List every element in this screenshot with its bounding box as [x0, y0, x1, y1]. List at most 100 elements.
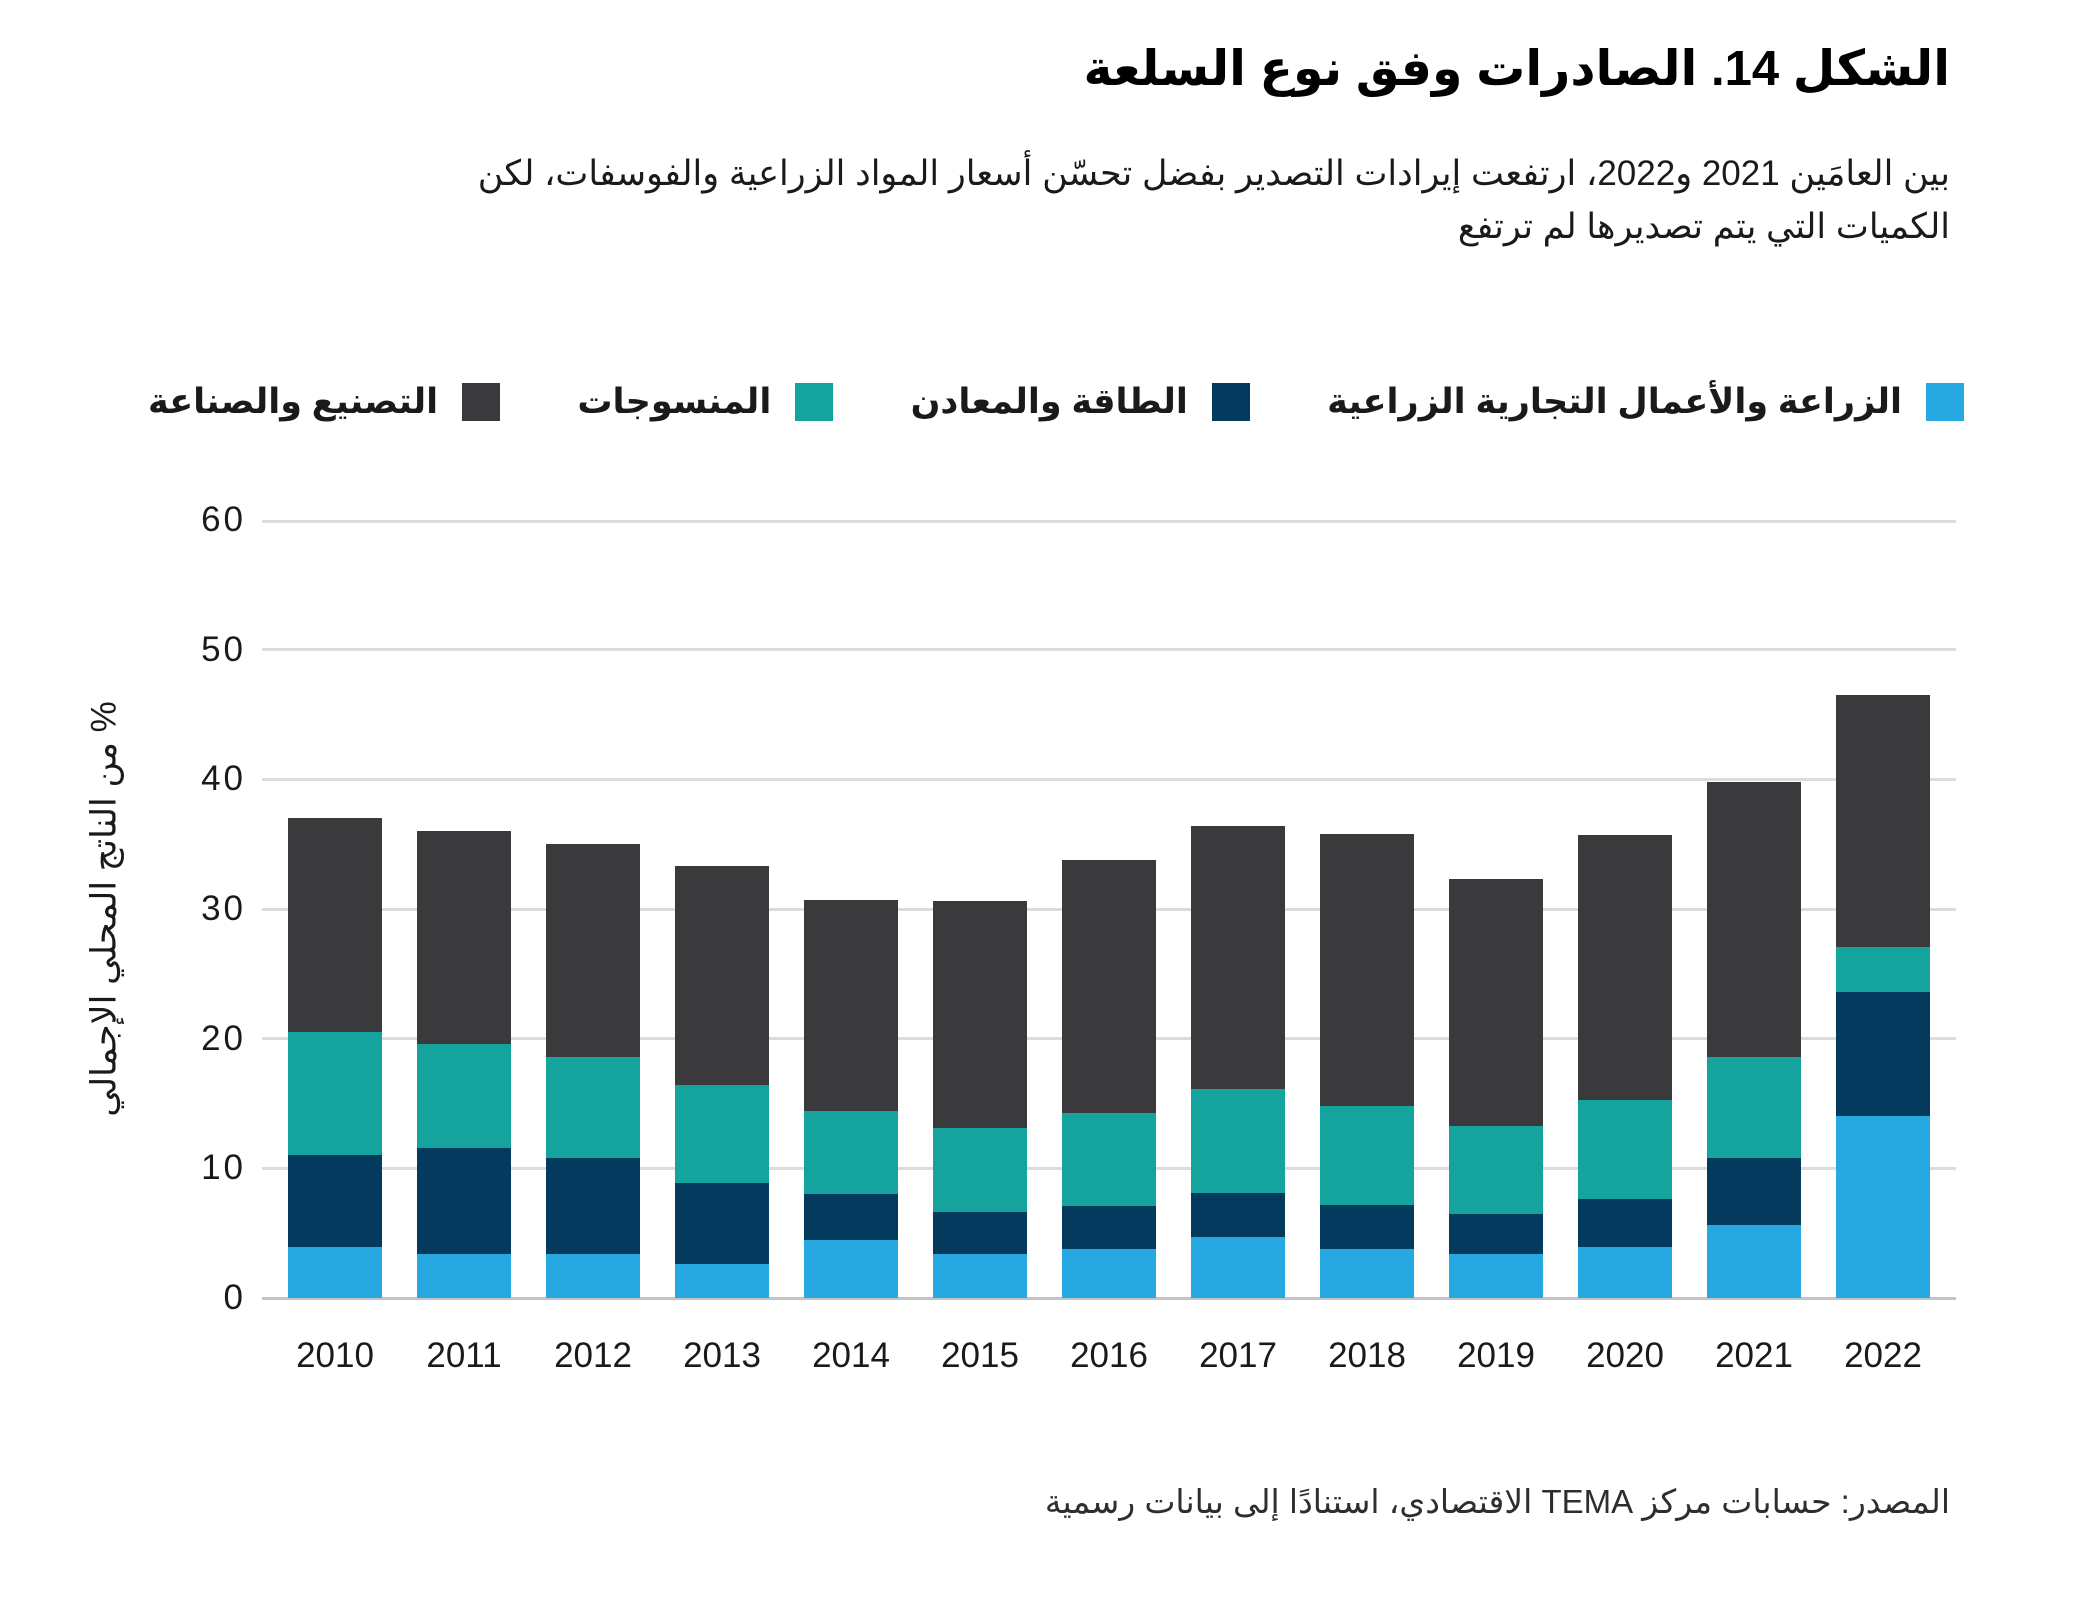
segment-2011-agriculture [417, 1253, 511, 1298]
plot-area [262, 520, 1956, 1300]
y-tick-0: 0 [223, 1278, 246, 1317]
segment-2015-textiles [933, 1128, 1027, 1213]
x-label-2013: 2013 [683, 1336, 761, 1375]
segment-2012-manufacturing [546, 844, 640, 1057]
segment-2019-manufacturing [1449, 879, 1543, 1126]
x-label-2016: 2016 [1070, 1336, 1148, 1375]
segment-2018-agriculture [1320, 1248, 1414, 1298]
segment-2013-manufacturing [675, 866, 769, 1086]
segment-2013-agriculture [675, 1264, 769, 1298]
segment-2020-manufacturing [1578, 835, 1672, 1100]
figure-title: الشكل 14. الصادرات وفق نوع السلعة [1083, 42, 1951, 96]
bar-2012 [546, 844, 640, 1298]
segment-2015-energy [933, 1212, 1027, 1254]
segment-2022-agriculture [1836, 1116, 1930, 1298]
y-axis-ticks: 0 10 20 30 40 50 60 [0, 500, 246, 1317]
segment-2022-textiles [1836, 946, 1930, 992]
segment-2012-agriculture [546, 1253, 640, 1298]
segment-2020-textiles [1578, 1099, 1672, 1200]
bar-2010 [288, 818, 382, 1298]
segment-2014-textiles [804, 1111, 898, 1195]
x-label-2018: 2018 [1328, 1336, 1406, 1375]
legend-label-agriculture: الزراعة والأعمال التجارية الزراعية [1327, 382, 1902, 421]
subtitle-line-2: الكميات التي يتم تصديرها لم ترتفع [1457, 206, 1950, 246]
gridline-40 [262, 777, 1956, 781]
legend-label-textiles: المنسوجات [577, 382, 772, 421]
segment-2019-agriculture [1449, 1253, 1543, 1298]
x-axis-labels: 2010 2011 2012 2013 2014 2015 2016 2017 2018 2019… [262, 1336, 1956, 1376]
bars-container [262, 520, 1956, 1298]
segment-2010-agriculture [288, 1247, 382, 1298]
y-tick-30: 30 [201, 889, 246, 928]
x-label-2012: 2012 [554, 1336, 632, 1375]
segment-2021-textiles [1707, 1056, 1801, 1158]
segment-2018-manufacturing [1320, 833, 1414, 1107]
x-label-2021: 2021 [1715, 1336, 1793, 1375]
bar-2022 [1836, 695, 1930, 1298]
segment-2014-energy [804, 1194, 898, 1240]
x-label-2022: 2022 [1844, 1336, 1922, 1375]
bar-2015 [933, 901, 1027, 1298]
segment-2021-manufacturing [1707, 781, 1801, 1057]
bar-2021 [1707, 781, 1801, 1298]
segment-2010-energy [288, 1155, 382, 1248]
legend-swatch-energy [1211, 383, 1250, 421]
segment-2016-textiles [1062, 1112, 1156, 1206]
x-label-2011: 2011 [426, 1336, 502, 1375]
legend-item-manufacturing: التصنيع والصناعة [148, 382, 501, 422]
segment-2022-manufacturing [1836, 695, 1930, 947]
segment-2016-energy [1062, 1205, 1156, 1249]
segment-2012-textiles [546, 1056, 640, 1158]
x-label-2010: 2010 [296, 1336, 374, 1375]
segment-2020-agriculture [1578, 1247, 1672, 1298]
bar-2018 [1320, 833, 1414, 1298]
segment-2011-energy [417, 1147, 511, 1254]
gridline-60 [262, 520, 1956, 523]
x-label-2015: 2015 [941, 1336, 1019, 1375]
bar-2020 [1578, 835, 1672, 1298]
segment-2017-agriculture [1191, 1237, 1285, 1298]
y-tick-40: 40 [201, 759, 246, 799]
segment-2019-textiles [1449, 1125, 1543, 1214]
segment-2011-manufacturing [417, 831, 511, 1044]
gridline-50 [262, 648, 1956, 652]
segment-2011-textiles [417, 1043, 511, 1148]
source-note: المصدر: حسابات مركز TEMA الاقتصادي، استن… [1044, 1483, 1950, 1520]
y-tick-20: 20 [201, 1018, 246, 1058]
segment-2016-manufacturing [1062, 859, 1156, 1113]
bar-2016 [1062, 859, 1156, 1298]
segment-2019-energy [1449, 1213, 1543, 1254]
bar-2014 [804, 899, 898, 1298]
segment-2010-textiles [288, 1032, 382, 1156]
legend-swatch-manufacturing [462, 383, 501, 421]
segment-2014-manufacturing [804, 899, 898, 1112]
segment-2016-agriculture [1062, 1248, 1156, 1298]
segment-2018-textiles [1320, 1106, 1414, 1205]
segment-2022-energy [1836, 992, 1930, 1117]
y-tick-60: 60 [201, 500, 246, 539]
segment-2020-energy [1578, 1199, 1672, 1248]
segment-2014-agriculture [804, 1239, 898, 1298]
y-tick-10: 10 [201, 1148, 246, 1188]
segment-2013-energy [675, 1182, 769, 1265]
x-label-2014: 2014 [812, 1336, 890, 1375]
figure-subtitle: بين العامَين 2021 و2022، ارتفعت إيرادات … [478, 148, 1950, 253]
segment-2015-agriculture [933, 1253, 1027, 1298]
x-label-2020: 2020 [1586, 1336, 1664, 1375]
bar-2019 [1449, 879, 1543, 1298]
bar-2013 [675, 866, 769, 1298]
x-label-2017: 2017 [1199, 1336, 1277, 1375]
bar-2011 [417, 831, 511, 1298]
bar-2017 [1191, 826, 1285, 1298]
x-label-2019: 2019 [1457, 1336, 1535, 1375]
segment-2012-energy [546, 1157, 640, 1254]
legend-item-energy: الطاقة والمعادن [911, 382, 1250, 422]
legend-swatch-textiles [795, 383, 834, 421]
legend-item-agriculture: الزراعة والأعمال التجارية الزراعية [1327, 382, 1964, 422]
legend-swatch-agriculture [1926, 383, 1964, 421]
segment-2021-energy [1707, 1157, 1801, 1226]
segment-2017-textiles [1191, 1089, 1285, 1193]
segment-2010-manufacturing [288, 818, 382, 1033]
segment-2017-manufacturing [1191, 826, 1285, 1090]
